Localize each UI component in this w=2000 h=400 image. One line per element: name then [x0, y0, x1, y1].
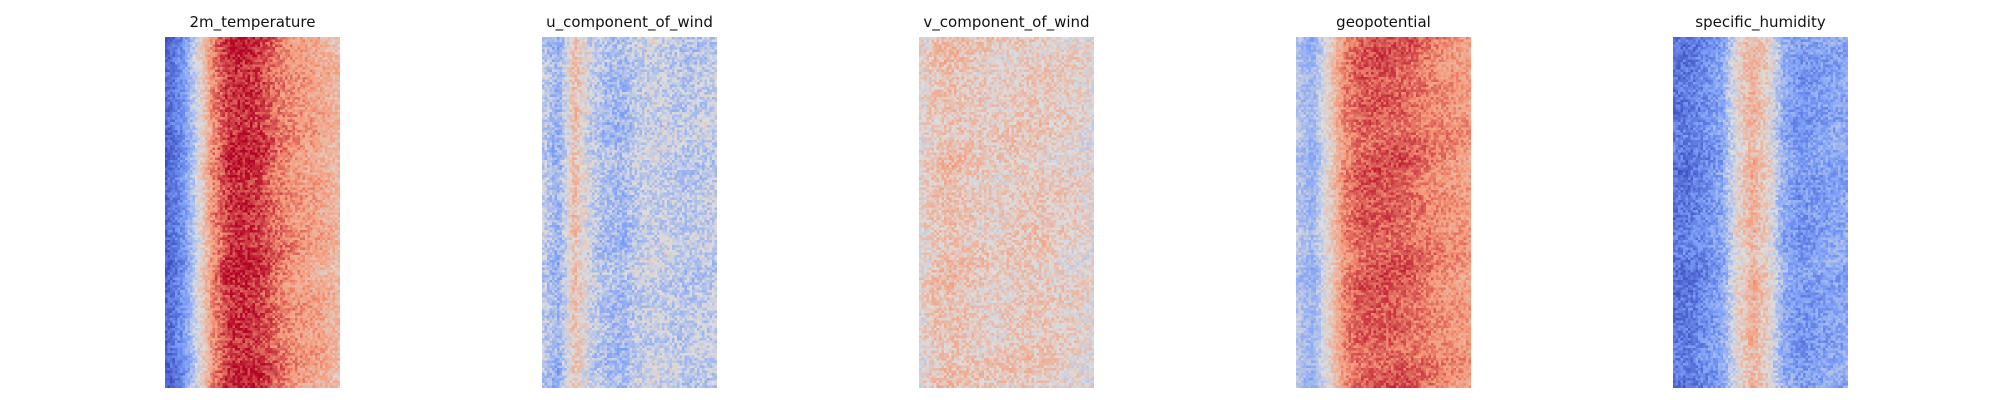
heatmap-geopotential	[1296, 37, 1471, 388]
panel-title: u_component_of_wind	[546, 13, 713, 31]
panel-u-component-of-wind: u_component_of_wind	[542, 0, 717, 400]
panel-geopotential: geopotential	[1296, 0, 1471, 400]
panel-2m-temperature: 2m_temperature	[165, 0, 340, 400]
panel-title: 2m_temperature	[189, 13, 316, 31]
panel-v-component-of-wind: v_component_of_wind	[919, 0, 1094, 400]
panel-specific-humidity: specific_humidity	[1673, 0, 1848, 400]
heatmap-u-component-of-wind	[542, 37, 717, 388]
panel-title: specific_humidity	[1695, 13, 1826, 31]
heatmap-specific-humidity	[1673, 37, 1848, 388]
panel-title: v_component_of_wind	[923, 13, 1090, 31]
panel-title: geopotential	[1336, 13, 1431, 31]
heatmap-2m-temperature	[165, 37, 340, 388]
heatmap-v-component-of-wind	[919, 37, 1094, 388]
